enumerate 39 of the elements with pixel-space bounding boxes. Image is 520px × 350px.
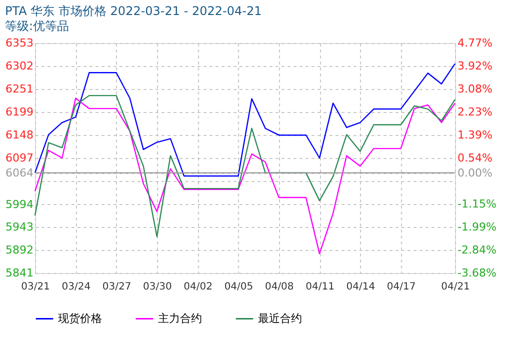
y2-tick-label: 0.00%	[458, 166, 492, 180]
x-tick-label: 04/21	[441, 282, 470, 292]
chart-title: PTA 华东 市场价格 2022-03-21 - 2022-04-21	[5, 4, 262, 18]
x-tick-label: 03/24	[62, 282, 91, 292]
y2-tick-label: -2.84%	[458, 244, 496, 257]
y-tick-label: 6199	[6, 106, 34, 119]
y-tick-label: 6097	[6, 152, 34, 164]
legend-label: 最近合约	[258, 312, 302, 325]
x-tick-label: 03/27	[102, 282, 132, 292]
y-tick-label: 5943	[6, 220, 34, 234]
y-tick-label: 6064	[6, 166, 34, 180]
legend-label: 现货价格	[58, 312, 102, 325]
x-tick-label: 04/14	[346, 282, 376, 292]
x-tick-label: 04/02	[184, 282, 212, 292]
x-tick-label: 04/05	[224, 282, 254, 292]
x-tick-label: 04/08	[264, 282, 294, 292]
y2-tick-label: -1.99%	[458, 220, 496, 234]
line-series	[34, 63, 456, 177]
y-tick-label: 6353	[6, 36, 34, 50]
legend-label: 主力合约	[158, 312, 202, 325]
x-tick-label: 04/11	[306, 282, 334, 292]
x-tick-label: 04/17	[386, 282, 416, 292]
y-tick-label: 5892	[6, 244, 34, 257]
y-tick-label: 6251	[6, 82, 34, 96]
chart-subtitle: 等级:优等品	[5, 19, 70, 33]
x-tick-label: 03/30	[143, 282, 172, 292]
x-tick-label: 03/21	[21, 282, 50, 292]
y2-tick-label: -3.68%	[458, 266, 496, 280]
y-tick-label: 6148	[6, 128, 34, 142]
y2-tick-label: 4.77%	[458, 36, 492, 50]
y2-tick-label: 0.54%	[458, 152, 492, 165]
y2-tick-label: 2.23%	[458, 106, 492, 119]
y-tick-label: 6302	[6, 59, 34, 72]
y-tick-label: 5841	[6, 266, 34, 280]
y2-tick-label: 1.39%	[458, 128, 492, 142]
y2-tick-label: 3.08%	[458, 82, 492, 96]
y2-tick-label: -1.15%	[458, 198, 496, 211]
y2-tick-label: 3.92%	[458, 60, 492, 73]
y-tick-label: 5994	[6, 198, 34, 211]
